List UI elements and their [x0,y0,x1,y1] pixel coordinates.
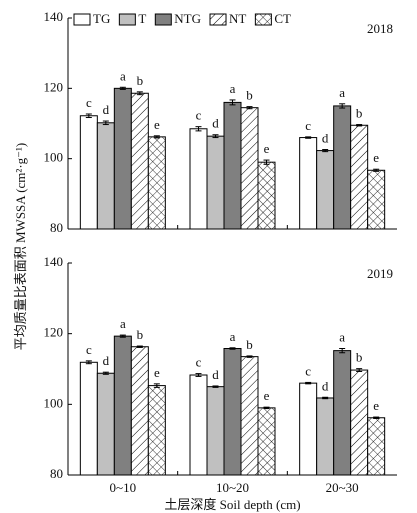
bar [223,348,242,476]
bar [206,386,225,476]
legend-swatch [73,13,91,26]
significance-letter: e [373,150,379,165]
significance-letter: d [103,102,110,117]
legend-swatch [118,13,136,26]
legend-label: CT [274,11,291,26]
bar [147,136,166,230]
significance-letter: b [356,350,363,365]
significance-letter: c [196,355,202,370]
y-tick-label: 100 [44,395,64,410]
significance-letter: d [322,131,329,146]
panel-label: 2019 [367,266,393,281]
x-axis-label: 土层深度 Soil depth (cm) [164,497,300,512]
significance-letter: e [154,365,160,380]
bar [147,385,166,476]
significance-letter: e [154,117,160,132]
significance-letter: b [356,106,363,121]
significance-letter: d [212,367,219,382]
significance-letter: b [246,88,253,103]
bar [350,369,369,476]
bar [240,107,259,230]
x-tick-label: 10~20 [216,480,249,495]
significance-letter: e [264,141,270,156]
y-tick-label: 140 [44,254,64,269]
significance-letter: a [339,329,345,344]
significance-letter: d [322,378,329,393]
significance-letter: c [86,95,92,110]
bar [113,335,132,476]
significance-letter: a [230,81,236,96]
significance-letter: d [103,353,110,368]
bar [367,169,386,230]
significance-letter: d [212,116,219,131]
legend-label: TG [93,11,110,26]
significance-letter: c [305,118,311,133]
significance-letter: a [120,68,126,83]
y-tick-label: 120 [44,79,64,94]
bar [240,356,259,476]
bar [223,101,242,230]
y-tick-label: 120 [44,325,64,340]
panel-label: 2018 [367,21,393,36]
bar [189,374,208,476]
legend-label: T [138,11,146,26]
legend-swatch [254,13,272,26]
significance-letter: e [373,398,379,413]
bar [189,128,208,230]
significance-letter: b [246,337,253,352]
bar [299,382,318,476]
x-tick-label: 0~10 [110,480,137,495]
significance-letter: c [86,342,92,357]
bar [206,135,225,230]
legend-label: NTG [174,11,201,26]
bar [130,92,149,230]
bar [79,115,98,230]
significance-letter: a [120,316,126,331]
y-tick-label: 80 [50,466,63,481]
legend-swatch [209,13,227,26]
legend-label: NT [229,11,246,26]
bar [79,361,98,476]
bar [316,397,335,476]
significance-letter: c [196,108,202,123]
y-axis-label: 平均质量比表面积 MWSSA (cm²·g⁻¹) [13,143,28,351]
bar [96,372,115,476]
bar [257,161,276,230]
significance-letter: c [305,363,311,378]
bar [96,122,115,230]
bar [333,105,352,230]
bar [350,124,369,230]
bar [316,150,335,230]
y-tick-label: 80 [50,220,63,235]
y-tick-label: 140 [44,9,64,24]
y-tick-label: 100 [44,150,64,165]
x-tick-label: 20~30 [326,480,359,495]
significance-letter: b [137,327,144,342]
bar [367,417,386,476]
bar [113,87,132,230]
bar [333,350,352,476]
significance-letter: a [230,329,236,344]
legend-swatch [154,13,172,26]
significance-letter: e [264,388,270,403]
bar [257,407,276,476]
significance-letter: b [137,73,144,88]
bar [299,137,318,230]
bar [130,346,149,476]
significance-letter: a [339,85,345,100]
